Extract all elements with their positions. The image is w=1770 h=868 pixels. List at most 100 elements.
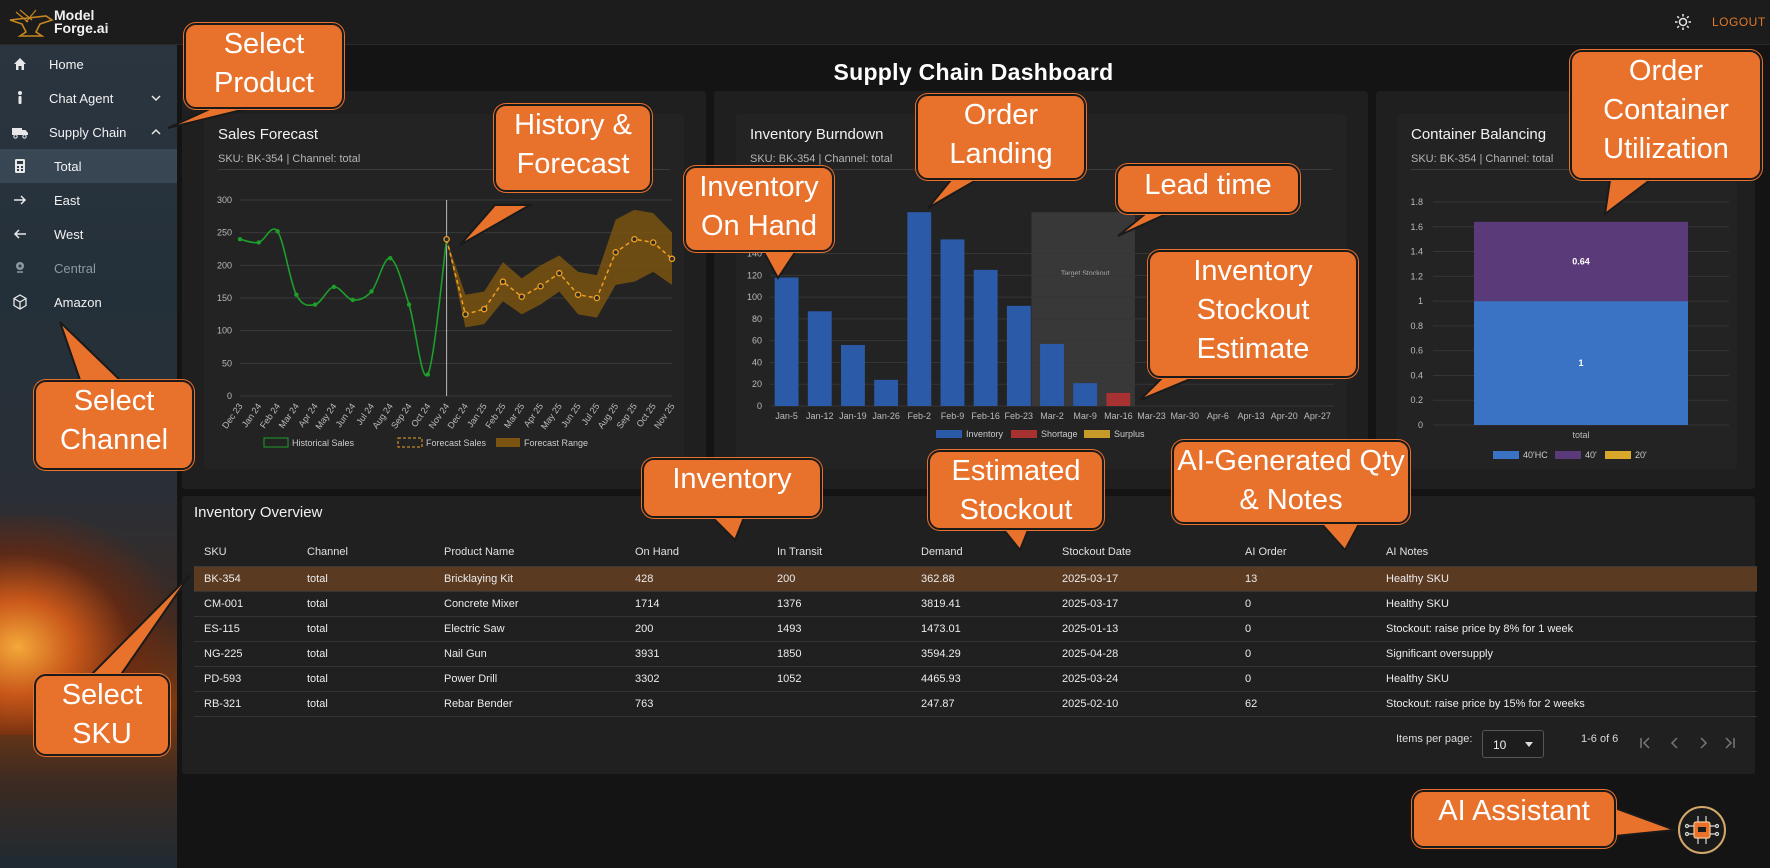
inventory-tail: [707, 514, 747, 542]
y-tick-label: 250: [217, 228, 232, 238]
x-tick-label: Feb-2: [908, 411, 932, 421]
table-cell: total: [297, 591, 434, 617]
select-channel-tail: [59, 321, 123, 381]
legend-shortage-label: Shortage: [1041, 429, 1078, 439]
table-cell: 3931: [625, 641, 767, 667]
table-cell: 428: [625, 566, 767, 592]
y-tick-label: 40: [752, 357, 762, 367]
sidebar-item-west[interactable]: West: [0, 217, 177, 251]
forecast-sales-point: [499, 278, 507, 285]
arrow-right-icon: [14, 195, 27, 205]
y-tick-label: 200: [217, 260, 232, 270]
legend-20-swatch: [1605, 451, 1631, 459]
callout-lead-time: Lead time: [1116, 164, 1300, 214]
table-cell: 1052: [767, 666, 911, 692]
historical-sales-point: [331, 284, 337, 290]
x-tick-label: Mar-16: [1104, 411, 1133, 421]
table-cell: 3819.41: [911, 591, 1052, 617]
table-cell: total: [297, 616, 434, 642]
card-title: Container Balancing: [1411, 126, 1547, 143]
ai-assistant-button[interactable]: [1678, 806, 1726, 854]
table-row[interactable]: BK-354 total Bricklaying Kit 428 200 362.88 20…: [194, 566, 1757, 592]
history-forecast-tail: [459, 204, 534, 246]
items-per-page-select[interactable]: 10: [1482, 730, 1544, 758]
historical-sales-point: [369, 289, 374, 294]
column-header-ai-order[interactable]: AI Order: [1235, 539, 1376, 567]
forecast-sales-point: [537, 282, 544, 290]
sidebar-item-home[interactable]: Home: [0, 47, 177, 81]
sidebar-item-chat-agent[interactable]: Chat Agent: [0, 81, 177, 115]
truck-icon: [12, 128, 28, 139]
inventory-bar: [807, 311, 832, 406]
column-header-product-name[interactable]: Product Name: [434, 539, 625, 567]
column-header-channel[interactable]: Channel: [297, 539, 434, 567]
box-icon: [13, 294, 27, 310]
y-tick-label: 100: [747, 292, 762, 302]
forecast-sales-point: [556, 269, 563, 277]
historical-sales-point: [237, 237, 243, 242]
column-header-in-transit[interactable]: In Transit: [767, 539, 911, 567]
inventory-bar: [774, 277, 799, 406]
table-title: Inventory Overview: [194, 504, 323, 521]
table-cell: 0: [1235, 616, 1376, 642]
callout-select-product: Select Product: [184, 23, 344, 109]
table-cell: 1473.01: [911, 616, 1052, 642]
sidebar-item-supply-chain[interactable]: Supply Chain: [0, 115, 177, 149]
last-page-icon[interactable]: [1723, 736, 1737, 750]
legend-40-swatch: [1555, 451, 1581, 459]
column-header-demand[interactable]: Demand: [911, 539, 1052, 567]
callout-order-landing: Order Landing: [916, 94, 1086, 180]
next-page-icon[interactable]: [1696, 736, 1710, 750]
y-tick-label: 0: [757, 401, 762, 411]
table-cell: BK-354: [194, 566, 297, 592]
callout-container-utilization: Order Container Utilization: [1570, 50, 1762, 180]
callout-ai-assistant: AI Assistant: [1412, 790, 1616, 848]
ai-qty-notes-tail: [1317, 521, 1362, 552]
y-tick-label: 0: [227, 391, 232, 401]
legend-40hc-swatch: [1493, 451, 1519, 459]
column-header-stockout-date[interactable]: Stockout Date: [1052, 539, 1235, 567]
card-subtitle: SKU: BK-354 | Channel: total: [750, 153, 893, 165]
historical-sales-point: [294, 292, 299, 297]
inventory-overview-panel: Inventory Overview SKU Channel Product N…: [182, 496, 1757, 774]
table-row[interactable]: CM-001 total Concrete Mixer 1714 1376 3819.41…: [194, 591, 1757, 617]
sidebar-item-east[interactable]: East: [0, 183, 177, 217]
table-row[interactable]: ES-115 total Electric Saw 200 1493 1473.01 202…: [194, 616, 1757, 642]
chevron-down-icon[interactable]: [151, 93, 161, 103]
x-tick-label: Jan-5: [775, 411, 798, 421]
table-cell: 2025-03-17: [1052, 591, 1235, 617]
table-cell: ES-115: [194, 616, 297, 642]
first-page-icon[interactable]: [1638, 736, 1652, 750]
legend-20-label: 20': [1635, 450, 1647, 460]
chevron-up-icon[interactable]: [151, 127, 161, 137]
table-cell: 200: [625, 616, 767, 642]
settings-sun-icon[interactable]: [1674, 13, 1692, 31]
sidebar-item-total[interactable]: Total: [0, 149, 177, 183]
inventory-bar: [1006, 305, 1031, 406]
table-row[interactable]: PD-593 total Power Drill 3302 1052 4465.93 202…: [194, 666, 1757, 692]
table-row[interactable]: NG-225 total Nail Gun 3931 1850 3594.29 2025-0…: [194, 641, 1757, 667]
inventory-bar: [940, 239, 965, 406]
table-cell: 1714: [625, 591, 767, 617]
column-header-ai-notes[interactable]: AI Notes: [1376, 539, 1757, 567]
y-tick-label: 20: [752, 379, 762, 389]
historical-sales-point: [388, 255, 393, 261]
column-header-on-hand[interactable]: On Hand: [625, 539, 767, 567]
table-row[interactable]: RB-321 total Rebar Bender 763 247.87 2025-02-…: [194, 691, 1757, 717]
historical-sales-point: [312, 302, 318, 307]
ai-assistant-tail: [1614, 806, 1676, 838]
table-cell: 62: [1235, 691, 1376, 717]
x-tick-label: Apr-27: [1304, 411, 1331, 421]
table-cell: 247.87: [911, 691, 1052, 717]
sidebar-item-central[interactable]: Central: [0, 251, 177, 285]
previous-page-icon[interactable]: [1668, 736, 1682, 750]
y-tick-label: 1.8: [1410, 197, 1423, 207]
logout-button[interactable]: LOGOUT: [1712, 15, 1766, 29]
inventory-bar: [1073, 383, 1098, 406]
column-header-sku[interactable]: SKU: [194, 539, 297, 567]
dropdown-caret-icon: [1525, 742, 1533, 747]
sidebar-item-label: Chat Agent: [49, 90, 114, 106]
legend-forecast-swatch: [397, 437, 423, 448]
table-cell: Power Drill: [434, 666, 625, 692]
sidebar-item-amazon[interactable]: Amazon: [0, 285, 177, 319]
